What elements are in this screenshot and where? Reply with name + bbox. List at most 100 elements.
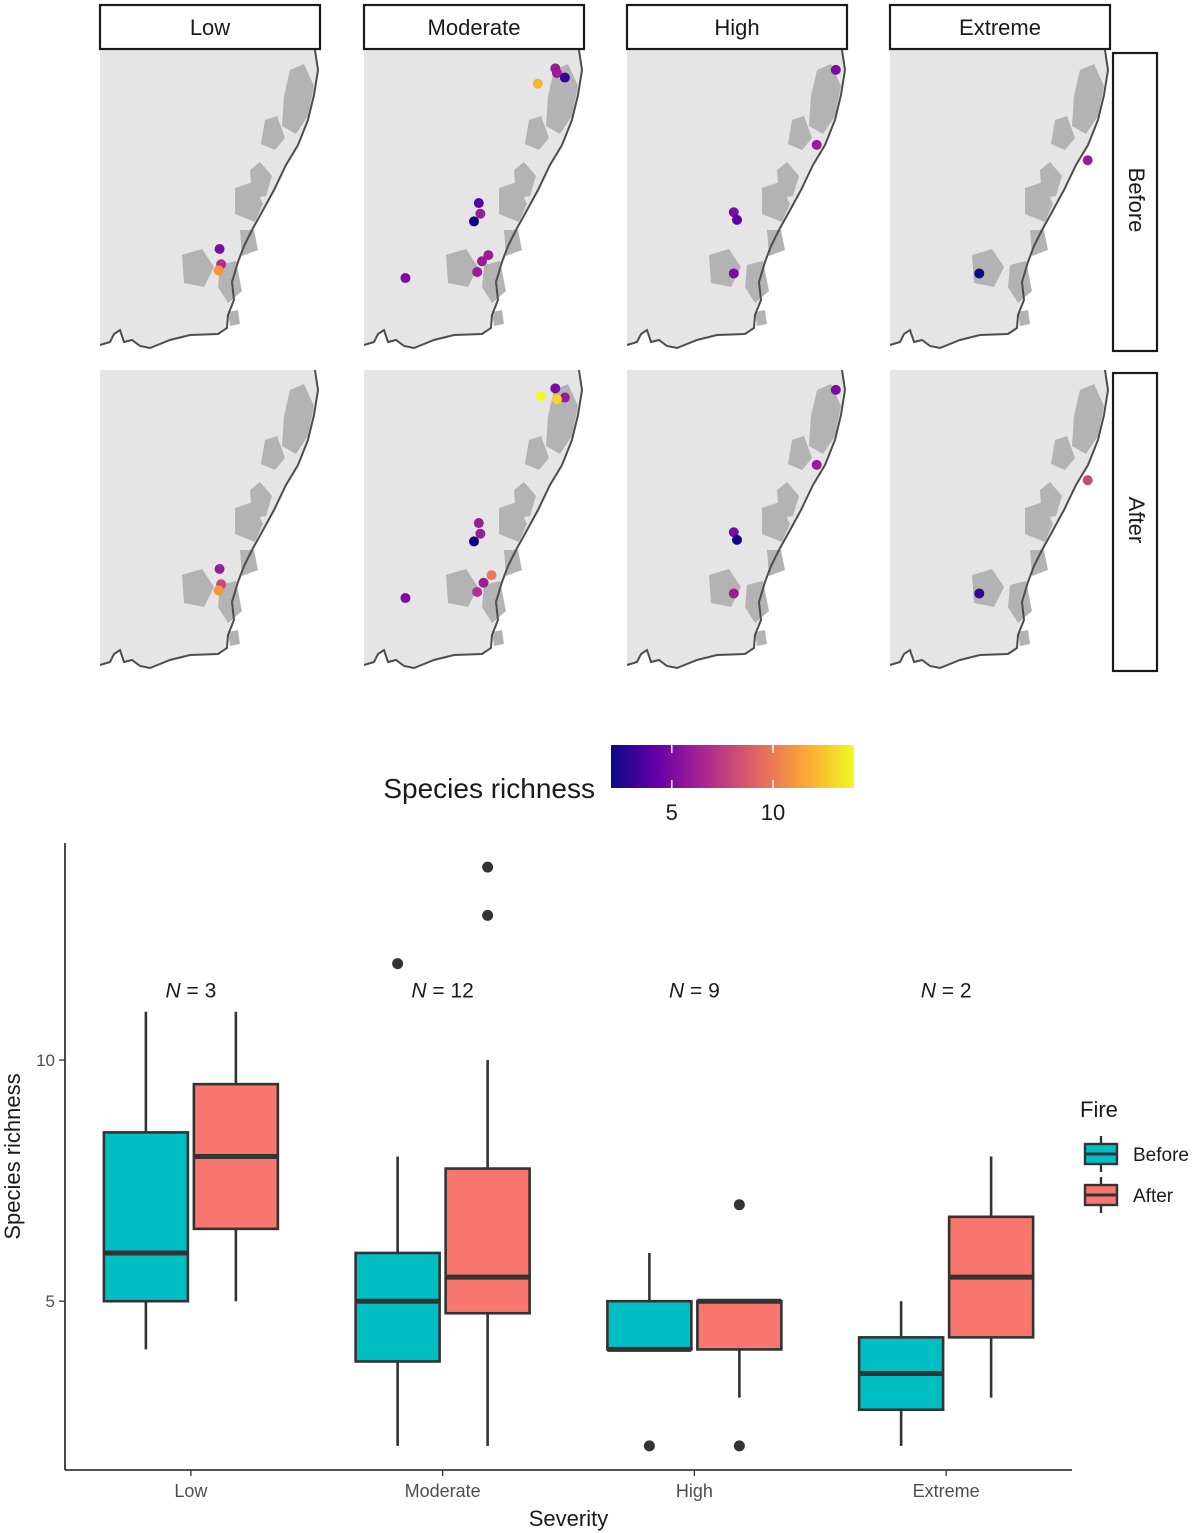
site-point [535,391,546,402]
map-forest [504,550,522,576]
box-before [354,1251,441,1363]
site-point [214,243,225,254]
map-land [364,370,582,668]
map-forest [492,310,504,326]
map-forest [525,116,549,150]
site-point [478,577,489,588]
site-point [728,527,739,538]
map-panel [626,369,847,670]
map-forest [492,630,504,646]
site-point [472,586,483,597]
x-axis-title: Severity [529,1506,608,1531]
x-tick-label: Moderate [405,1481,481,1501]
facet-strip-col [625,3,849,51]
map-forest [809,384,841,454]
map-panel [889,49,1110,350]
map-forest [240,230,258,256]
n-annotation-value: = 2 [936,979,972,1002]
site-point [559,392,570,403]
map-forest [1018,310,1030,326]
site-point [213,265,224,276]
map-forest [1025,502,1053,542]
y-tick-label: 10 [36,1051,55,1070]
fire-legend-label: Before [1133,1145,1189,1166]
map-land [890,50,1108,348]
facet-strip-row [1111,371,1159,673]
map-forest [762,182,790,222]
outlier-point [733,1199,745,1211]
site-point [551,67,562,78]
site-point [1082,155,1093,166]
map-forest [182,569,214,607]
site-point [400,273,411,284]
map-forest [240,550,258,576]
facet-label-col: Low [190,15,230,40]
map-panel [889,369,1110,670]
facet-strip-col [888,3,1112,51]
map-forest [1030,550,1048,576]
map-coastline [889,49,1110,350]
site-point [728,268,739,279]
map-forest [1030,230,1048,256]
x-tick-label: High [676,1481,713,1501]
map-forest [788,436,812,470]
map-land [627,50,845,348]
colorbar-tick-label: 5 [666,800,678,825]
map-forest [546,64,578,134]
map-panel [363,49,584,350]
n-annotation: N = 3 [165,979,216,1002]
map-forest [767,230,785,256]
n-annotation: N = 9 [669,979,720,1002]
map-land [100,50,318,348]
map-forest [525,436,549,470]
n-annotation-var: N [165,979,181,1002]
map-panel [99,369,320,670]
site-point [811,139,822,150]
map-forest [1051,116,1075,150]
site-point [1082,475,1093,486]
n-annotation-var: N [921,979,937,1002]
map-forest [228,310,240,326]
map-panel [363,369,584,670]
map-forest [446,249,478,287]
facet-label-row: After [1124,497,1149,543]
site-point [476,256,487,267]
colorbar-tick-label: 10 [761,800,785,825]
site-point [214,563,225,574]
facet-strip-row [1111,51,1159,353]
fire-legend-label: After [1133,1186,1174,1207]
richness-legend: Species richness 5 10 [383,745,854,825]
site-point [830,64,841,75]
facet-label-col: Extreme [959,15,1041,40]
map-forest [182,249,214,287]
n-annotation-value: = 9 [684,979,720,1002]
boxplot-panel: 5 10 Low Moderate High Extreme Severity Species… [0,843,1189,1531]
site-point [728,588,739,599]
site-point [532,78,543,89]
outlier-point [733,1440,745,1452]
map-forest [1018,630,1030,646]
n-annotation: N = 12 [411,979,473,1002]
facet-label-col: Moderate [428,15,521,40]
map-forest [499,182,527,222]
n-annotation: N = 2 [921,979,972,1002]
site-point [473,518,484,529]
facet-label-row: Before [1124,168,1149,233]
outlier-point [482,909,494,921]
map-forest [1072,384,1104,454]
map-coastline [99,49,320,350]
x-tick-label: Extreme [913,1481,980,1501]
map-forest [282,64,314,134]
map-coastline [363,369,584,670]
map-forest [235,182,263,222]
site-point [732,534,742,545]
fire-legend-title: Fire [1080,1097,1118,1122]
facet-label-col: High [714,15,759,40]
site-point [213,585,224,596]
map-land [364,50,582,348]
map-forest [504,230,522,256]
map-forest [261,116,285,150]
outlier-point [643,1440,655,1452]
site-point [475,528,486,539]
site-point [974,268,985,279]
